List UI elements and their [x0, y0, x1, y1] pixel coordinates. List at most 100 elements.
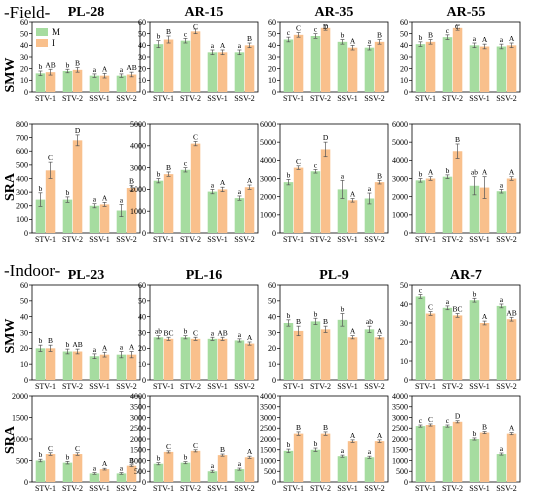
bar-i — [347, 441, 358, 482]
panel-title: PL-28 — [68, 5, 105, 20]
y-tick-label: 30 — [400, 53, 408, 62]
x-tick-label: STV-2 — [310, 484, 331, 493]
x-tick-label: STV-1 — [153, 484, 174, 493]
section-label-field: -Field- — [4, 3, 51, 22]
bar-i — [163, 338, 174, 380]
x-tick-label: SSV-2 — [116, 382, 137, 391]
x-tick-label: SSV-1 — [207, 94, 228, 103]
bar-i — [452, 315, 463, 380]
panel-title: AR-7 — [450, 268, 482, 283]
y-tick-label: 50 — [268, 29, 276, 38]
panel-field-sra-3: 0 1000 2000 3000 4000 5000 6000 STV-1 bC STV-2 c D S… — [260, 120, 389, 244]
x-tick-label: SSV-1 — [469, 235, 490, 244]
y-tick-label: 400 — [16, 174, 28, 183]
x-tick-label: SSV-1 — [207, 235, 228, 244]
bar-i — [425, 41, 436, 92]
significance-label: B — [129, 456, 134, 465]
bar-i — [45, 170, 56, 233]
significance-label: D — [75, 126, 81, 135]
x-tick-label: SSV-2 — [496, 484, 517, 493]
y-tick-label: 2500 — [260, 424, 276, 433]
significance-label: b — [341, 305, 345, 314]
significance-label: a — [120, 195, 124, 204]
bar-m — [337, 319, 348, 380]
significance-label: C — [193, 22, 198, 31]
panel-indoor-smw-2: 0 10 20 30 40 50 60 PL-16 STV-1 ab BC STV-2 b C SSV-1 a… — [138, 268, 259, 391]
y-tick-label: 500 — [134, 467, 146, 476]
bar-m — [337, 41, 348, 92]
bar-i — [479, 187, 490, 233]
bar-i — [190, 31, 201, 92]
y-tick-label: 200 — [16, 202, 28, 211]
x-tick-label: SSV-1 — [89, 235, 110, 244]
significance-label: D — [455, 412, 461, 421]
significance-label: A — [509, 34, 515, 43]
bar-i — [126, 465, 137, 482]
y-tick-label: 3500 — [392, 403, 408, 412]
bar-i — [190, 450, 201, 482]
x-tick-label: STV-1 — [35, 484, 56, 493]
significance-label: BC — [164, 328, 174, 337]
x-tick-label: STV-2 — [442, 484, 463, 493]
legend-swatch-m — [36, 28, 48, 36]
x-tick-label: SSV-1 — [89, 94, 110, 103]
bar-i — [374, 41, 385, 92]
y-tick-label: 40 — [138, 312, 146, 321]
significance-label: b — [287, 311, 291, 320]
x-tick-label: SSV-2 — [364, 382, 385, 391]
panel-field-sra-2: 010002000300040005000STV-1bBSTV-2cCSSV-1… — [130, 120, 259, 244]
bar-i — [99, 469, 110, 482]
x-tick-label: SSV-1 — [89, 382, 110, 391]
y-tick-label: 1000 — [130, 456, 146, 465]
significance-label: c — [446, 416, 450, 425]
bar-m — [364, 47, 375, 92]
bar-m — [310, 36, 321, 92]
bar-m — [62, 351, 73, 380]
x-tick-label: SSV-2 — [234, 94, 255, 103]
bar-i — [452, 421, 463, 482]
bar-i — [244, 457, 255, 482]
y-tick-label: 3500 — [260, 403, 276, 412]
y-tick-label: 20 — [400, 64, 408, 73]
significance-label: a — [473, 34, 477, 43]
y-tick-label: 3000 — [260, 413, 276, 422]
significance-label: b — [287, 440, 291, 449]
y-tick-label: 300 — [16, 188, 28, 197]
y-tick-label: 10 — [268, 76, 276, 85]
row-label-field-smw: SMW — [3, 58, 18, 93]
bar-i — [99, 354, 110, 380]
y-tick-label: 40 — [400, 41, 408, 50]
significance-label: a — [446, 297, 450, 306]
bar-m — [180, 337, 191, 380]
significance-label: AB — [72, 340, 82, 349]
significance-label: A — [129, 343, 135, 352]
significance-label: B — [296, 423, 301, 432]
significance-label: B — [75, 59, 80, 68]
y-tick-label: 0 — [142, 478, 146, 487]
significance-label: b — [287, 170, 291, 179]
y-tick-label: 1500 — [12, 413, 28, 422]
x-tick-label: STV-2 — [310, 94, 331, 103]
y-tick-label: 50 — [400, 281, 408, 290]
significance-label: B — [48, 336, 53, 345]
x-tick-label: STV-2 — [310, 235, 331, 244]
y-tick-label: 2000 — [130, 185, 146, 194]
bar-m — [364, 198, 375, 233]
legend: MI — [36, 27, 60, 48]
y-tick-label: 4000 — [392, 156, 408, 165]
y-tick-label: 1500 — [392, 446, 408, 455]
bar-m — [153, 463, 164, 482]
significance-label: b — [184, 453, 188, 462]
y-tick-label: 1000 — [392, 456, 408, 465]
significance-label: C — [48, 444, 53, 453]
significance-label: A — [102, 64, 108, 73]
y-tick-label: 40 — [20, 41, 28, 50]
x-tick-label: STV-1 — [35, 382, 56, 391]
bar-i — [479, 323, 490, 380]
panel-indoor-smw-3: 0102030405060PL-9STV-1bBSTV-2bBSSV-1bASS… — [268, 268, 389, 391]
bar-i — [217, 455, 228, 482]
